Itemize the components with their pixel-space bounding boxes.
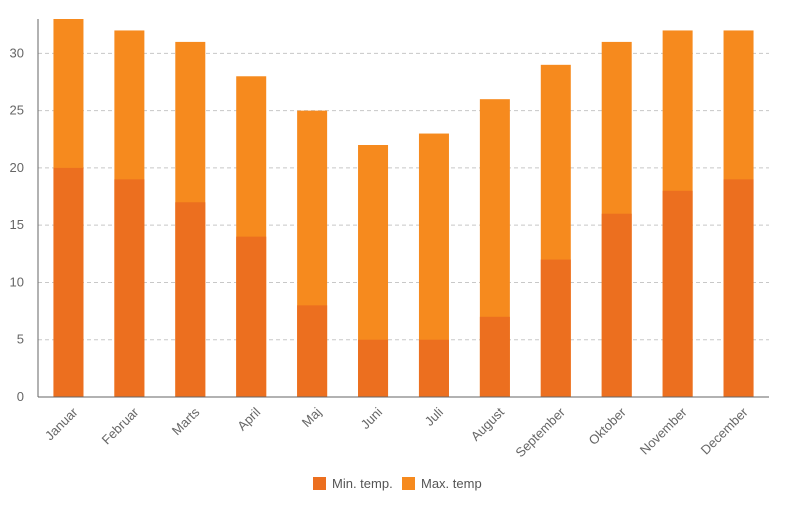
x-tick-label: November xyxy=(637,404,690,457)
bar-min-temp[interactable] xyxy=(479,316,510,397)
x-tick-label: Juli xyxy=(422,404,446,428)
bar-min-temp[interactable] xyxy=(540,259,571,397)
axes xyxy=(37,19,769,398)
x-tick-label: Juni xyxy=(358,404,386,432)
legend-swatch[interactable] xyxy=(313,477,326,490)
bar-min-temp[interactable] xyxy=(358,339,389,397)
bar-min-temp[interactable] xyxy=(53,167,84,397)
y-tick-label: 25 xyxy=(10,103,24,118)
x-tick-label: Februar xyxy=(99,404,142,447)
x-tick-label: Maj xyxy=(299,404,324,429)
y-tick-label: 20 xyxy=(10,160,24,175)
bar-min-temp[interactable] xyxy=(418,339,449,397)
x-tick-label: Marts xyxy=(169,404,203,438)
bar-min-temp[interactable] xyxy=(236,236,267,397)
bar-min-temp[interactable] xyxy=(297,305,328,397)
y-tick-labels: 0 5 10 15 20 25 30 xyxy=(10,45,24,404)
bar-min-temp[interactable] xyxy=(662,190,693,397)
y-tick-label: 5 xyxy=(17,332,24,347)
y-tick-label: 15 xyxy=(10,217,24,232)
legend: Min. temp. Max. temp xyxy=(313,476,482,491)
bar-min-temp[interactable] xyxy=(601,213,632,397)
legend-label[interactable]: Min. temp. xyxy=(332,476,393,491)
x-tick-label: September xyxy=(512,404,568,460)
x-tick-label: Oktober xyxy=(586,404,630,448)
y-tick-label: 10 xyxy=(10,274,24,289)
legend-label[interactable]: Max. temp xyxy=(421,476,482,491)
x-tick-label: Januar xyxy=(42,404,81,443)
x-tick-label: April xyxy=(234,404,263,433)
y-tick-label: 0 xyxy=(17,389,24,404)
y-tick-label: 30 xyxy=(10,45,24,60)
bar-min-temp[interactable] xyxy=(175,202,206,397)
legend-swatch[interactable] xyxy=(402,477,415,490)
x-tick-label: August xyxy=(468,404,507,443)
bar-min-temp[interactable] xyxy=(723,179,754,397)
x-tick-label: December xyxy=(698,404,751,457)
grid-lines xyxy=(38,52,769,341)
x-tick-labels: Januar Februar Marts April Maj Juni Juli August… xyxy=(42,404,751,460)
bars xyxy=(53,19,754,398)
bar-min-temp[interactable] xyxy=(114,179,145,397)
